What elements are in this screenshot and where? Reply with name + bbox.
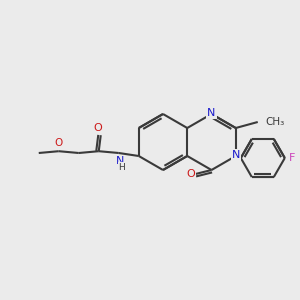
Text: O: O bbox=[55, 138, 63, 148]
Text: N: N bbox=[232, 150, 240, 160]
Text: N: N bbox=[116, 156, 124, 166]
Text: N: N bbox=[207, 108, 216, 118]
Text: F: F bbox=[289, 153, 295, 163]
Text: H: H bbox=[118, 163, 125, 172]
Text: CH₃: CH₃ bbox=[266, 117, 285, 127]
Text: O: O bbox=[93, 123, 102, 133]
Text: O: O bbox=[186, 169, 195, 179]
